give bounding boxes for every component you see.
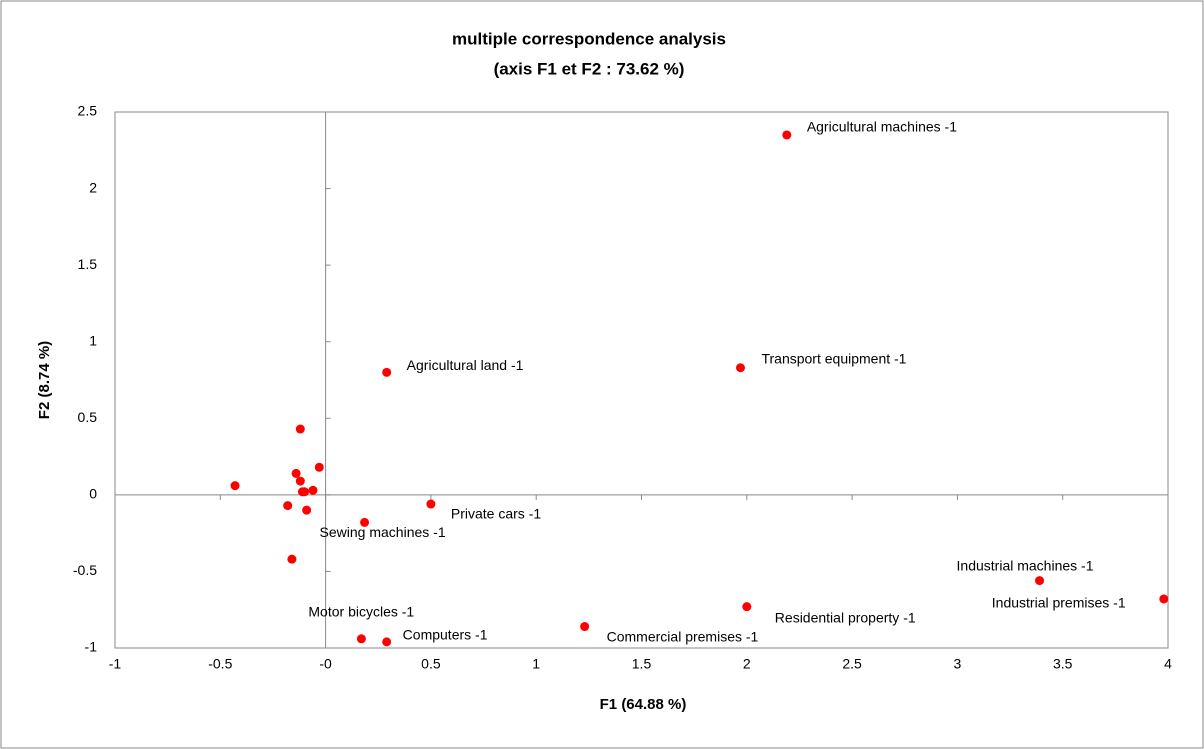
x-tick-label: -0	[319, 656, 332, 672]
point	[360, 517, 370, 527]
x-tick-label: -0.5	[208, 656, 232, 672]
point	[314, 462, 324, 472]
point	[302, 505, 312, 515]
point-label: Residential property -1	[775, 609, 916, 625]
x-tick-label: 1.5	[632, 656, 652, 672]
chart-subtitle: (axis F1 et F2 : 73.62 %)	[494, 59, 685, 78]
point	[1159, 594, 1169, 604]
point-label: Transport equipment -1	[761, 350, 906, 366]
point	[295, 476, 305, 486]
chart-title: multiple correspondence analysis	[452, 29, 726, 48]
point	[782, 130, 792, 140]
point	[735, 363, 745, 373]
y-tick-label: -0.5	[73, 562, 97, 578]
point-label: Sewing machines -1	[320, 524, 446, 540]
point	[287, 554, 297, 564]
y-tick-label: 0.5	[78, 409, 98, 425]
point	[230, 481, 240, 491]
point	[580, 622, 590, 632]
x-axis-title: F1 (64.88 %)	[600, 696, 687, 713]
point-label: Computers -1	[403, 627, 488, 643]
point	[308, 485, 318, 495]
x-tick-label: 3	[954, 656, 962, 672]
y-tick-label: 1	[89, 332, 97, 348]
x-tick-label: -1	[109, 656, 122, 672]
x-tick-label: 0.5	[421, 656, 441, 672]
plot-area	[114, 111, 1169, 649]
point	[295, 424, 305, 434]
point-label: Motor bicycles -1	[308, 604, 414, 620]
point	[382, 637, 392, 647]
x-tick-label: 1	[532, 656, 540, 672]
y-tick-label: 2.5	[78, 103, 98, 119]
point-label: Commercial premises -1	[607, 628, 759, 644]
y-tick-label: 0	[89, 486, 97, 502]
point-label: Private cars -1	[451, 506, 541, 522]
y-axis-title: F2 (8.74 %)	[36, 341, 53, 419]
point	[291, 468, 301, 478]
x-tick-label: 2	[743, 656, 751, 672]
point	[426, 499, 436, 509]
point	[1035, 576, 1045, 586]
y-tick-label: -1	[85, 639, 98, 655]
point	[283, 501, 293, 511]
point-label: Agricultural land -1	[407, 357, 524, 373]
point-label: Agricultural machines -1	[807, 119, 957, 135]
x-tick-label: 4	[1164, 656, 1172, 672]
point	[300, 487, 310, 497]
y-tick-label: 2	[89, 179, 97, 195]
point	[382, 367, 392, 377]
point-label: Industrial machines -1	[957, 557, 1094, 573]
y-tick-label: 1.5	[78, 256, 98, 272]
x-tick-label: 2.5	[842, 656, 862, 672]
point	[356, 634, 366, 644]
point-label: Industrial premises -1	[992, 595, 1126, 611]
point	[742, 602, 752, 612]
x-tick-label: 3.5	[1053, 656, 1073, 672]
